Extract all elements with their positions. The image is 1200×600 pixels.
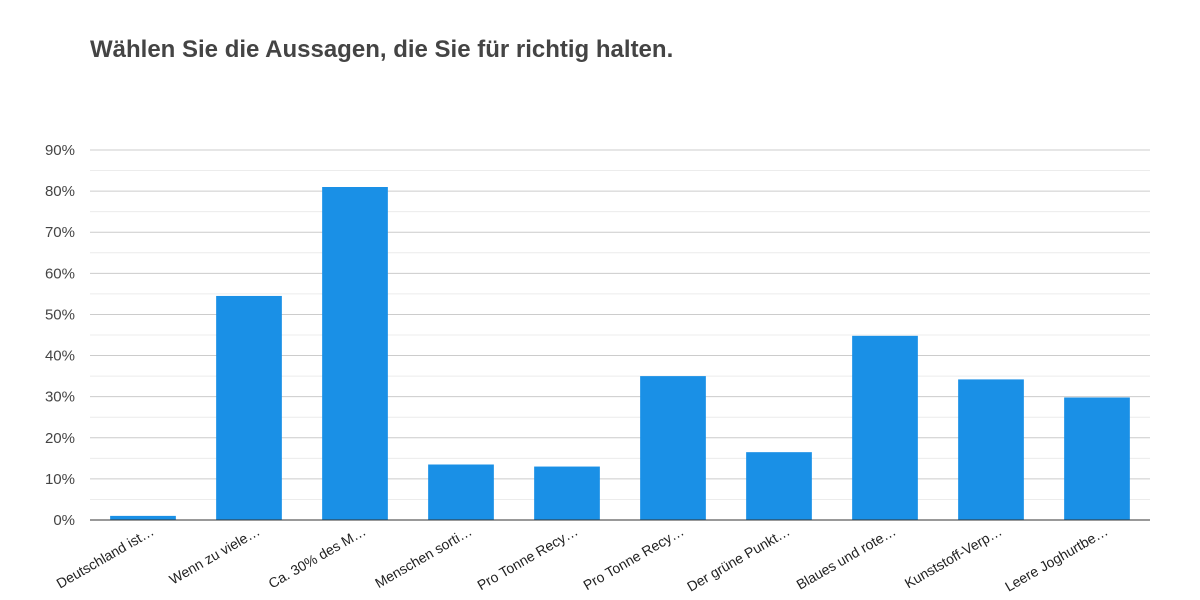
y-tick-label: 40%	[45, 348, 75, 365]
bar	[322, 187, 388, 520]
x-axis-labels: Deutschland ist… Wenn zu viele… Ca. 30% de…	[53, 523, 1110, 595]
chart-title: Wählen Sie die Aussagen, die Sie für ric…	[90, 36, 674, 63]
bar	[852, 335, 918, 520]
bar	[534, 466, 600, 520]
y-tick-label: 30%	[45, 389, 75, 406]
y-tick-label: 90%	[45, 142, 75, 159]
bar	[110, 515, 176, 520]
bar	[428, 464, 494, 520]
bars	[110, 187, 1130, 520]
x-tick-label: Ca. 30% des M…	[265, 523, 368, 592]
x-tick-label: Pro Tonne Recy…	[580, 523, 686, 594]
x-tick-label: Blaues und rote…	[793, 523, 898, 593]
x-tick-label: Deutschland ist…	[53, 523, 156, 592]
y-tick-label: 70%	[45, 224, 75, 241]
x-tick-label: Pro Tonne Recy…	[474, 523, 580, 594]
y-tick-label: 80%	[45, 183, 75, 200]
x-tick-label: Menschen sorti…	[372, 523, 474, 591]
bar	[746, 452, 812, 520]
y-tick-label: 20%	[45, 430, 75, 447]
bar	[958, 379, 1024, 520]
y-axis-ticks: 0% 10% 20% 30% 40% 50% 60% 70% 80% 90%	[45, 142, 75, 529]
x-tick-label: Der grüne Punkt…	[684, 523, 792, 595]
x-tick-label: Leere Joghurtbe…	[1002, 523, 1110, 595]
y-tick-label: 0%	[53, 512, 75, 529]
bar	[1064, 397, 1130, 520]
y-tick-label: 10%	[45, 471, 75, 488]
x-tick-label: Kunststoff-Verp…	[902, 523, 1005, 592]
x-tick-label: Wenn zu viele…	[166, 523, 262, 588]
bar	[216, 295, 282, 520]
y-tick-label: 50%	[45, 306, 75, 323]
bar	[640, 376, 706, 520]
y-tick-label: 60%	[45, 265, 75, 282]
